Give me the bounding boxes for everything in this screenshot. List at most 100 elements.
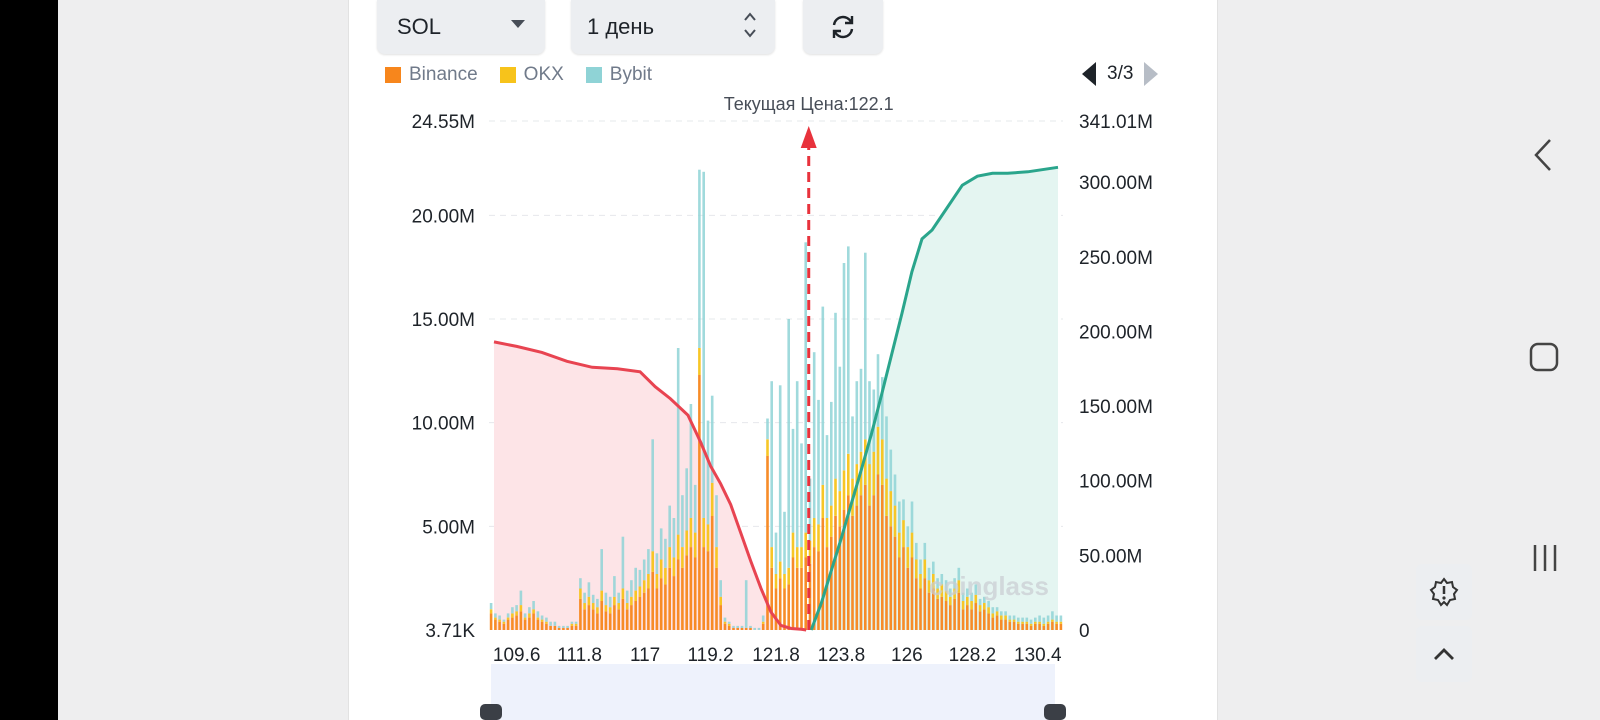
bar-okx	[515, 611, 518, 616]
bar-bybit	[608, 596, 612, 608]
bar-binance	[744, 627, 748, 630]
chevron-up-icon	[1434, 648, 1454, 660]
bar-bybit	[664, 538, 667, 568]
bar-bybit	[596, 598, 599, 608]
bar-binance	[1029, 625, 1033, 630]
bar-okx	[710, 482, 714, 516]
x-tick-label: 119.2	[687, 645, 733, 666]
bar-bybit	[927, 567, 931, 581]
bar-binance	[761, 623, 765, 630]
range-navigator	[491, 664, 1055, 720]
bar-binance	[889, 526, 893, 630]
current-price-arrow	[800, 126, 817, 148]
bar-okx	[774, 574, 778, 589]
asset-select[interactable]: SOL	[377, 0, 545, 54]
bar-binance	[1008, 621, 1012, 630]
bar-okx	[953, 588, 956, 599]
y-right-tick-label: 100.00M	[1079, 472, 1153, 493]
legend-item-okx[interactable]: OKX	[499, 64, 564, 86]
bar-binance	[600, 601, 603, 630]
bar-bybit	[842, 263, 846, 471]
legend-label-bybit: Bybit	[609, 64, 653, 85]
bar-okx	[494, 617, 497, 620]
bar-bybit	[987, 601, 990, 608]
bar-binance	[566, 627, 569, 630]
legend-item-bybit[interactable]: Bybit	[585, 64, 653, 86]
report-issue-button[interactable]	[1416, 564, 1472, 620]
back-chevron-icon[interactable]	[1533, 138, 1553, 172]
bar-bybit	[502, 619, 506, 622]
bar-okx	[1017, 621, 1020, 624]
bar-bybit	[651, 439, 654, 552]
bar-bybit	[834, 312, 837, 479]
recents-lines-icon[interactable]	[1531, 543, 1559, 573]
legend-item-binance[interactable]: Binance	[385, 64, 478, 86]
y-left-tick-label: 24.55M	[412, 112, 475, 133]
home-square-icon[interactable]	[1529, 342, 1559, 372]
bar-okx	[536, 617, 540, 620]
scroll-to-top-button[interactable]	[1416, 626, 1472, 682]
bar-okx	[511, 613, 514, 618]
bar-okx	[1059, 621, 1063, 624]
bar-binance	[740, 627, 744, 630]
bar-binance	[855, 505, 859, 630]
bar-binance	[549, 625, 552, 630]
bar-bybit	[630, 580, 633, 597]
bar-bybit	[859, 368, 863, 452]
bar-bybit	[881, 377, 884, 440]
bar-okx	[579, 588, 582, 599]
bar-binance	[940, 596, 944, 630]
refresh-button[interactable]	[803, 0, 883, 54]
bar-binance	[1021, 623, 1024, 630]
bar-bybit	[1055, 615, 1058, 622]
bar-bybit	[817, 399, 820, 525]
bar-binance	[1059, 623, 1063, 630]
bar-okx	[604, 605, 608, 612]
bar-bybit	[634, 567, 637, 591]
bar-bybit	[855, 381, 859, 465]
bar-bybit	[795, 381, 799, 548]
bar-binance	[838, 526, 842, 630]
short-cumulative-line	[809, 165, 1059, 631]
bar-bybit	[902, 499, 905, 521]
bar-bybit	[1042, 617, 1046, 624]
bar-bybit	[642, 559, 646, 581]
next-page-icon[interactable]	[1143, 62, 1159, 86]
bar-bybit	[574, 621, 578, 624]
bar-okx	[659, 559, 663, 579]
bar-bybit	[685, 468, 688, 531]
bar-binance	[1012, 621, 1016, 630]
bar-okx	[1042, 623, 1046, 626]
bar-bybit	[536, 611, 540, 618]
bar-bybit	[698, 169, 701, 348]
bar-binance	[583, 609, 586, 630]
bar-bybit	[579, 578, 582, 589]
bar-bybit	[1025, 617, 1029, 622]
bar-binance	[944, 601, 948, 630]
bar-okx	[1046, 621, 1050, 624]
bar-okx	[876, 426, 880, 475]
bar-bybit	[961, 592, 965, 601]
bar-bybit	[953, 578, 956, 589]
bar-okx	[693, 532, 697, 558]
bar-bybit	[621, 536, 625, 589]
bar-okx	[634, 590, 637, 601]
bar-bybit	[919, 559, 922, 574]
bar-okx	[625, 603, 629, 610]
chart-legend: Binance OKX Bybit	[385, 64, 652, 86]
bar-bybit	[766, 418, 769, 440]
liquidation-map-panel: SOL 1 день Binance OKX Bybit	[348, 0, 1218, 720]
bar-okx	[1004, 615, 1007, 620]
bar-binance	[638, 596, 642, 630]
time-range-select[interactable]: 1 день	[571, 0, 775, 54]
prev-page-icon[interactable]	[1081, 62, 1097, 86]
bar-bybit	[1021, 617, 1024, 622]
bar-bybit	[566, 625, 569, 628]
bar-okx	[1025, 621, 1029, 624]
bar-binance	[864, 484, 867, 630]
bar-bybit	[528, 607, 531, 614]
liquidation-chart: 3.71K 5.00M 10.00M 15.00M 20.00M 24.55M 0 50.00…	[412, 94, 1153, 720]
bar-binance	[727, 625, 731, 630]
bar-binance	[574, 625, 578, 630]
bar-binance	[842, 509, 846, 630]
